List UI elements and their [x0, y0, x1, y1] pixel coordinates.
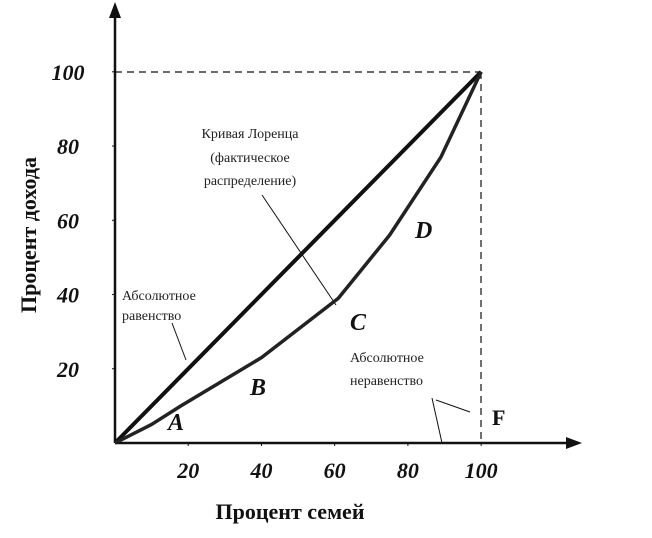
x-tick-label: 100	[465, 458, 498, 483]
x-tick-label: 20	[176, 458, 199, 483]
x-tick-label: 60	[324, 458, 346, 483]
y-tick-label: 40	[56, 283, 79, 308]
point-label: F	[492, 405, 505, 430]
x-arrow	[566, 437, 582, 449]
leader-line	[261, 194, 337, 306]
leader-line	[435, 399, 471, 413]
y-tick-label: 80	[57, 134, 79, 159]
y-arrow	[109, 2, 121, 18]
point-label: C	[350, 310, 367, 336]
annotation: равенство	[122, 309, 181, 324]
leader-line	[431, 397, 443, 444]
leader-line	[171, 322, 187, 361]
annotation: Абсолютное	[350, 351, 424, 366]
y-tick-label: 60	[57, 208, 79, 233]
y-tick-label: 20	[56, 357, 79, 382]
y-axis-title: Процент дохода	[16, 157, 41, 313]
point-label: A	[166, 410, 184, 436]
point-label: D	[414, 218, 432, 244]
x-axis-title: Процент семей	[216, 499, 365, 524]
annotation: неравенство	[350, 374, 423, 389]
annotation: Абсолютное	[122, 289, 196, 304]
x-tick-label: 40	[249, 458, 272, 483]
annotation: Кривая Лоренца	[202, 127, 300, 142]
equality-line	[113, 70, 483, 445]
annotation: (фактическое	[210, 151, 289, 166]
x-tick-label: 80	[397, 458, 419, 483]
y-tick-label: 100	[52, 60, 85, 85]
lorenz-curve	[114, 71, 483, 445]
annotation: распределение)	[204, 174, 297, 189]
point-label: B	[249, 375, 266, 401]
